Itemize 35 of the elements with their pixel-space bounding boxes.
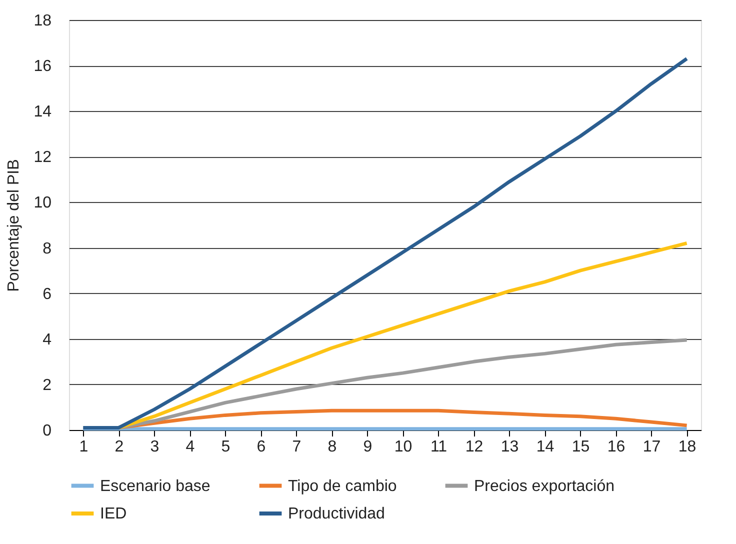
x-tick-label: 16 [607, 438, 626, 456]
x-tick-label: 8 [328, 438, 337, 456]
x-tick-label: 7 [292, 438, 302, 456]
y-tick-label: 16 [34, 58, 52, 76]
x-tick-label: 11 [430, 438, 448, 456]
x-tick-label: 2 [114, 438, 124, 456]
y-tick-label: 10 [34, 194, 52, 212]
x-tick-label: 15 [572, 438, 590, 456]
x-tick-label: 10 [394, 438, 412, 456]
legend-label: Precios exportación [474, 478, 615, 495]
x-tick-label: 1 [79, 438, 88, 456]
x-tick-label: 4 [186, 438, 195, 456]
y-tick-label: 14 [34, 104, 52, 121]
legend-label: IED [100, 506, 127, 522]
x-tick-label: 3 [150, 438, 160, 456]
y-tick-label: 6 [42, 286, 52, 303]
x-tick-label: 6 [256, 438, 266, 456]
x-tick-label: 13 [500, 438, 519, 456]
legend-label: Tipo de cambio [288, 478, 397, 495]
x-tick-label: 9 [363, 438, 372, 456]
x-tick-label: 12 [465, 438, 484, 456]
y-tick-label: 12 [34, 149, 52, 166]
legend-label: Escenario base [100, 478, 210, 495]
y-tick-label: 4 [42, 331, 52, 348]
line-series [81, 56, 689, 430]
y-tick-label: 2 [42, 376, 52, 394]
x-tick-label: 17 [642, 438, 661, 456]
x-tick-label: 18 [678, 438, 696, 456]
y-axis-title: Porcentaje del PIB [6, 159, 23, 292]
y-tick-label: 8 [42, 240, 52, 258]
x-tick-label: 14 [536, 438, 554, 456]
y-tick-label: 0 [42, 422, 52, 440]
x-tick-label: 5 [221, 438, 230, 456]
y-tick-label: 18 [34, 12, 52, 30]
legend-label: Productividad [288, 506, 385, 522]
